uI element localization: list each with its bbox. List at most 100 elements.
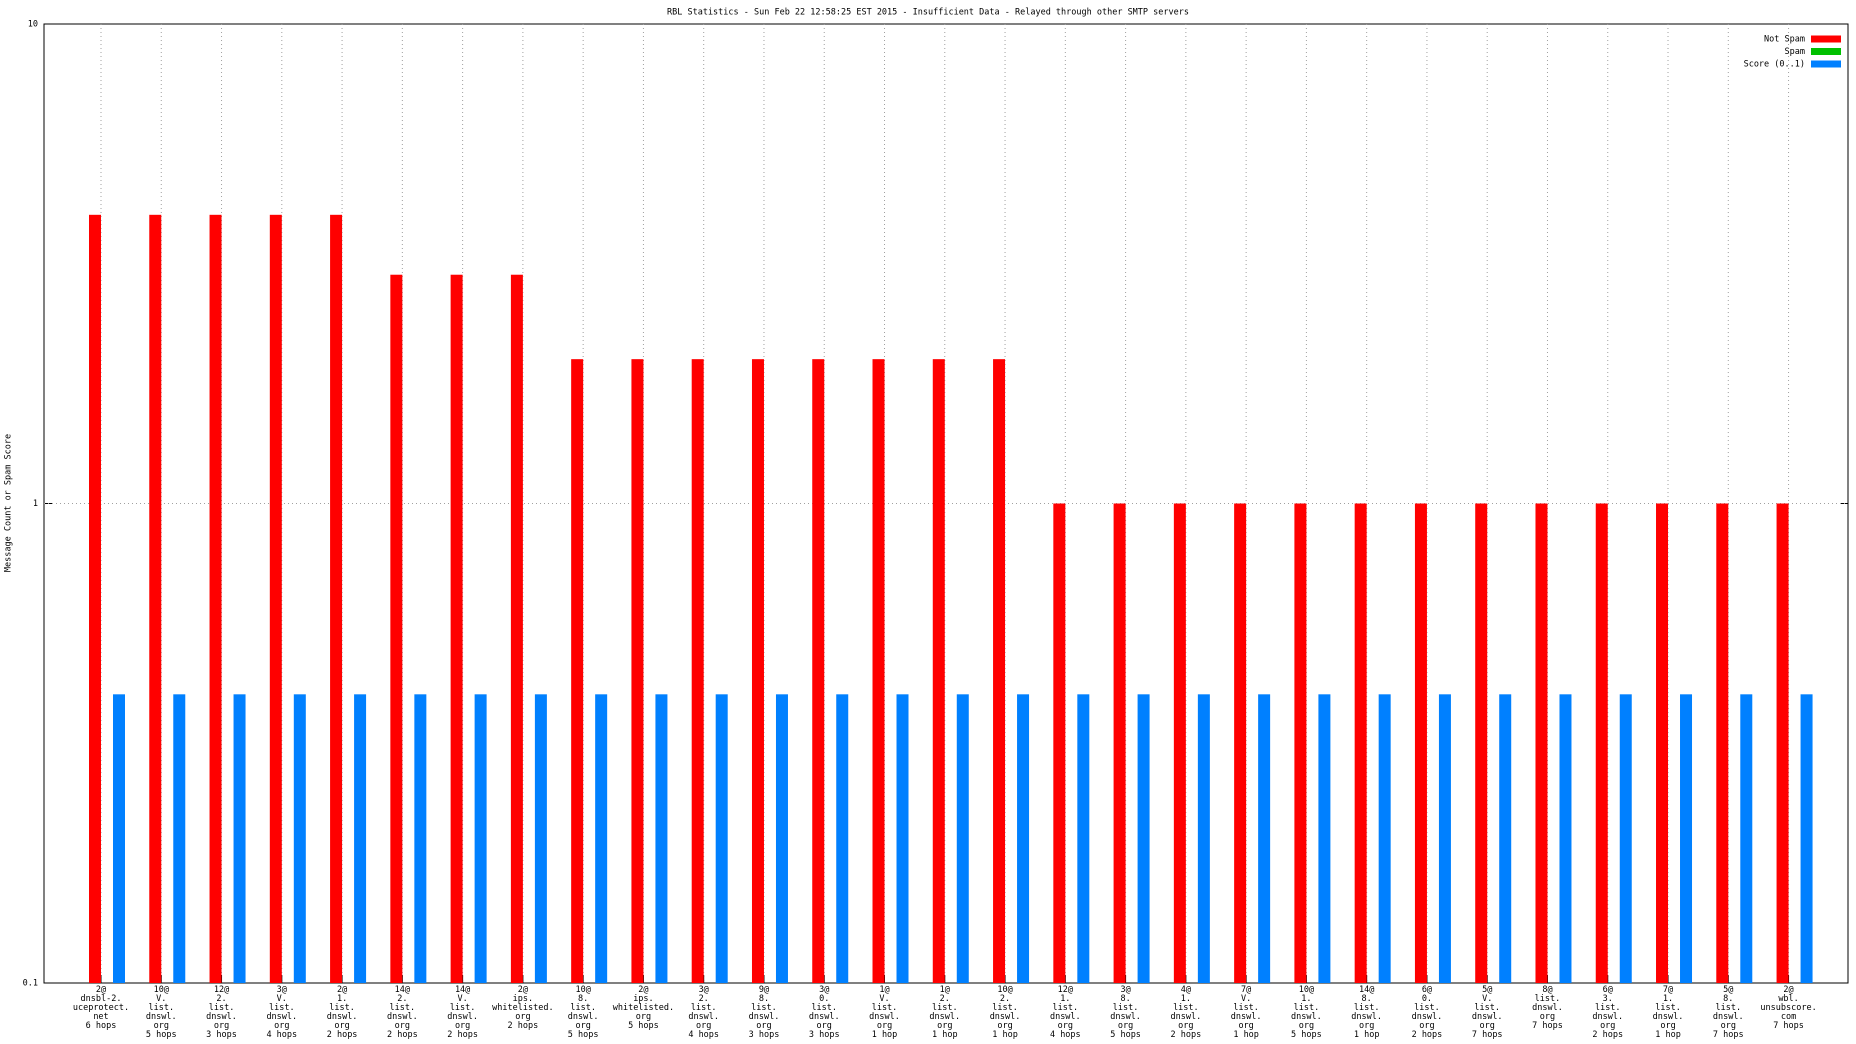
bar	[113, 694, 125, 983]
bar	[1234, 503, 1247, 983]
x-tick-label: 2@ 1. list. dnswl. org 2 hops	[327, 985, 358, 1040]
x-tick-label: 9@ 8. list. dnswl. org 3 hops	[749, 985, 780, 1040]
x-tick-label: 12@ 1. list. dnswl. org 4 hops	[1050, 985, 1081, 1040]
x-tick-label: 2@ dnsbl-2. uceprotect. net 6 hops	[73, 985, 129, 1031]
plot-frame	[43, 23, 1849, 984]
bar	[751, 359, 764, 983]
bar	[836, 694, 849, 983]
bar	[595, 694, 608, 983]
bar	[1258, 694, 1271, 983]
bar	[209, 214, 222, 983]
bar	[1378, 694, 1391, 983]
y-axis-label: Message Count or Spam Score	[4, 434, 14, 572]
bar	[390, 274, 403, 984]
bar	[1197, 694, 1210, 983]
bar	[1137, 694, 1150, 983]
bar	[1318, 694, 1331, 983]
bar	[655, 694, 668, 983]
bar	[812, 359, 825, 983]
bar	[1595, 503, 1608, 983]
bar	[1475, 503, 1488, 983]
x-tick-label: 6@ 0. list. dnswl. org 2 hops	[1412, 985, 1443, 1040]
bar	[691, 359, 704, 983]
x-tick-label: 3@ 2. list. dnswl. org 4 hops	[688, 985, 719, 1040]
x-tick-label: 10@ V. list. dnswl. org 5 hops	[146, 985, 177, 1040]
x-tick-label: 14@ V. list. dnswl. org 2 hops	[447, 985, 478, 1040]
bar	[715, 694, 728, 983]
x-tick-label: 3@ 0. list. dnswl. org 3 hops	[809, 985, 840, 1040]
bar	[1354, 503, 1367, 983]
legend-label: Spam	[1785, 47, 1805, 57]
bar	[631, 359, 644, 983]
x-tick-label: 6@ 3. list. dnswl. org 2 hops	[1592, 985, 1623, 1040]
x-tick-label: 10@ 1. list. dnswl. org 5 hops	[1291, 985, 1322, 1040]
bar	[149, 214, 162, 983]
bar	[872, 359, 885, 983]
y-tick-label: 10	[28, 20, 38, 30]
bar	[330, 214, 343, 983]
x-tick-label: 12@ 2. list. dnswl. org 3 hops	[206, 985, 237, 1040]
legend-label: Score (0..1)	[1744, 60, 1805, 70]
chart-title: RBL Statistics - Sun Feb 22 12:58:25 EST…	[667, 8, 1189, 18]
legend-swatch	[1811, 60, 1841, 68]
bar	[293, 694, 306, 983]
y-tick-label: 1	[33, 499, 38, 509]
bar	[1776, 503, 1789, 983]
bar	[269, 214, 282, 983]
x-tick-label: 4@ 1. list. dnswl. org 2 hops	[1171, 985, 1202, 1040]
bar	[1294, 503, 1307, 983]
bar	[1535, 503, 1548, 983]
bar	[89, 214, 101, 983]
x-tick-label: 8@ list. dnswl. org 7 hops	[1532, 985, 1563, 1031]
bar	[1499, 694, 1512, 983]
legend-swatch	[1811, 48, 1841, 55]
bar	[173, 694, 186, 983]
x-tick-label: 10@ 8. list. dnswl. org 5 hops	[568, 985, 599, 1040]
bar	[571, 359, 584, 983]
x-tick-label: 7@ 1. list. dnswl. org 1 hop	[1653, 985, 1684, 1040]
x-tick-label: 5@ 8. list. dnswl. org 7 hops	[1713, 985, 1744, 1040]
x-tick-label: 3@ 8. list. dnswl. org 5 hops	[1110, 985, 1141, 1040]
bar	[354, 694, 367, 983]
bar	[450, 274, 463, 984]
bar	[993, 359, 1006, 983]
bar	[1173, 503, 1186, 983]
x-tick-label: 14@ 8. list. dnswl. org 1 hop	[1351, 985, 1382, 1040]
y-tick-label: 0.1	[23, 979, 38, 989]
x-tick-label: 1@ V. list. dnswl. org 1 hop	[869, 985, 900, 1040]
bar	[775, 694, 788, 983]
bar	[1559, 694, 1572, 983]
bar	[510, 274, 523, 984]
x-tick-label: 2@ ips. whitelisted. org 5 hops	[613, 985, 674, 1031]
bar	[896, 694, 909, 983]
bar	[1680, 694, 1693, 983]
bar	[414, 694, 427, 983]
bar	[932, 359, 945, 983]
x-tick-label: 3@ V. list. dnswl. org 4 hops	[266, 985, 297, 1040]
bar	[233, 694, 246, 983]
x-tick-label: 10@ 2. list. dnswl. org 1 hop	[990, 985, 1021, 1040]
bar	[1716, 503, 1729, 983]
bar	[1800, 694, 1813, 983]
x-tick-label: 5@ V. list. dnswl. org 7 hops	[1472, 985, 1503, 1040]
x-tick-label: 1@ 2. list. dnswl. org 1 hop	[929, 985, 960, 1040]
bar	[1740, 694, 1753, 983]
bar	[956, 694, 969, 983]
bar	[1619, 694, 1632, 983]
x-tick-label: 14@ 2. list. dnswl. org 2 hops	[387, 985, 418, 1040]
bar	[1438, 694, 1451, 983]
legend-swatch	[1811, 35, 1841, 43]
bar	[1077, 694, 1090, 983]
bar	[534, 694, 547, 983]
bar	[474, 694, 487, 983]
bar	[1053, 503, 1066, 983]
bar	[1414, 503, 1427, 983]
bar	[1656, 503, 1669, 983]
legend-label: Not Spam	[1764, 35, 1805, 45]
x-tick-label: 2@ ips. whitelisted. org 2 hops	[492, 985, 553, 1031]
bar	[1017, 694, 1030, 983]
x-tick-label: 7@ V. list. dnswl. org 1 hop	[1231, 985, 1262, 1040]
x-tick-label: 2@ wbl. unsubscore. com 7 hops	[1760, 985, 1816, 1031]
bar	[1113, 503, 1126, 983]
